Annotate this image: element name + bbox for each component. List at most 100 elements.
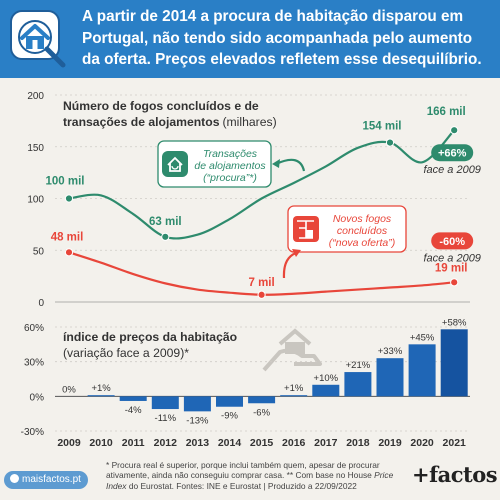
point-label: 100 mil xyxy=(46,176,85,188)
y-tick-label: 60% xyxy=(24,323,44,334)
point-label: 48 mil xyxy=(51,231,84,243)
change-badge-label: +66% xyxy=(438,148,467,160)
x-tick-label: 2010 xyxy=(89,437,113,449)
demand-legend-box: Transações de alojamentos (“procura”*) xyxy=(157,140,306,188)
x-tick-label: 2018 xyxy=(346,437,370,449)
legend-line: Novos fogos xyxy=(333,213,392,225)
change-badge xyxy=(431,232,474,250)
y-tick-label: -30% xyxy=(21,427,44,438)
x-tick-label: 2016 xyxy=(282,437,306,449)
x-tick-label: 2009 xyxy=(57,437,81,449)
point-label: 19 mil xyxy=(435,262,468,274)
legend-line: de alojamentos xyxy=(194,160,266,172)
bar-chart-subtitle: (variação face a 2009)* xyxy=(63,346,189,360)
y-tick-label: 0 xyxy=(38,298,44,309)
header-banner: A partir de 2014 a procura de habitação … xyxy=(0,0,500,78)
bar-2011 xyxy=(119,396,147,401)
footnote-part-2: Price Index xyxy=(106,470,394,491)
bar-value-label: +58% xyxy=(442,317,467,328)
bar-value-label: -11% xyxy=(155,413,177,424)
arrow-icon xyxy=(275,158,306,172)
bar-2021 xyxy=(440,329,468,397)
point-label: 7 mil xyxy=(248,277,274,289)
x-tick-label: 2014 xyxy=(218,437,242,449)
bar-chart-title: índice de preços da habitação xyxy=(63,330,237,344)
y-tick-label: 50 xyxy=(33,246,45,257)
bar-2020 xyxy=(408,344,436,397)
data-point xyxy=(257,290,266,299)
bar-value-label: +45% xyxy=(410,332,435,343)
bar-value-label: -6% xyxy=(253,407,270,418)
y-tick-label: 150 xyxy=(27,143,44,154)
line-chart-title-group: Número de fogos concluídos e de transaçõ… xyxy=(63,99,277,129)
bar-2012 xyxy=(151,396,179,410)
line-chart-y-ticks: 0 50 100 150 200 xyxy=(27,91,44,309)
bar-value-label: +21% xyxy=(346,360,371,371)
data-point xyxy=(385,138,395,147)
data-point xyxy=(64,194,74,203)
bar-value-label: -13% xyxy=(186,415,209,426)
change-badges: +66% face a 2009 -60% face a 2009 xyxy=(423,144,481,264)
data-point xyxy=(64,248,74,257)
footnote: * Procura real é superior, porque inclui… xyxy=(106,460,406,491)
hand-house-icon xyxy=(262,328,322,372)
demand-legend-label: Transações de alojamentos (“procura”*) xyxy=(194,148,266,184)
line-chart-title-line2: transações de alojamentos (milhares) xyxy=(63,115,277,129)
line-series xyxy=(64,126,459,299)
footnote-part-3: do Eurostat. Fontes: INE e Eurostat | Pr… xyxy=(126,480,357,491)
y-tick-label: 30% xyxy=(24,358,44,369)
data-point xyxy=(450,278,459,287)
line-point-labels: 100 mil 63 mil 154 mil 166 mil 48 mil 7 mil 19… xyxy=(46,106,468,289)
bar-value-label: +1% xyxy=(91,383,111,394)
chart-area: 0 50 100 150 200 Número de fogos concluídos … xyxy=(21,91,481,449)
arrow-icon xyxy=(282,251,297,279)
y-tick-label: 200 xyxy=(27,91,44,102)
x-tick-label: 2012 xyxy=(154,437,178,449)
site-link[interactable]: maisfactos.pt xyxy=(4,471,88,489)
bar-value-labels: 0% +1% -4% -11% -13% -9% -6% +1% +10% +21% +33% +45… xyxy=(62,317,467,426)
point-label: 154 mil xyxy=(363,121,402,133)
footnote-part-1: * Procura real é superior, porque inclui… xyxy=(106,460,380,481)
x-tick-label: 2019 xyxy=(378,437,402,449)
bar-value-label: +33% xyxy=(378,346,403,357)
change-note: face a 2009 xyxy=(423,164,481,176)
bar-value-label: -9% xyxy=(221,411,238,422)
legend-line: Transações xyxy=(203,148,258,160)
bar-2010 xyxy=(87,395,115,397)
bar-2019 xyxy=(376,358,404,397)
x-tick-label: 2017 xyxy=(314,437,338,449)
change-note: face a 2009 xyxy=(423,252,481,264)
bar-2014 xyxy=(216,396,243,407)
page-title: A partir de 2014 a procura de habitação … xyxy=(82,8,482,68)
bar-value-label: +1% xyxy=(284,383,304,394)
legend-line: (“nova oferta”) xyxy=(329,237,396,249)
x-tick-label: 2020 xyxy=(410,437,434,449)
bar-value-label: -4% xyxy=(125,405,142,416)
point-label: 63 mil xyxy=(149,216,182,228)
y-tick-label: 100 xyxy=(27,195,44,206)
bar-2013 xyxy=(183,396,211,412)
supply-legend-label: Novos fogos concluídos (“nova oferta”) xyxy=(329,213,396,249)
bar-value-label: 0% xyxy=(62,384,76,395)
bar-2017 xyxy=(312,384,340,397)
point-label: 166 mil xyxy=(427,106,466,118)
site-link-label: maisfactos.pt xyxy=(22,474,81,485)
bar-2018 xyxy=(344,372,372,397)
line-chart-title-part: Número de fogos concluídos e de xyxy=(63,99,259,113)
x-axis-year-labels: 2009 2010 2011 2012 2013 2014 2015 2016 2017 2018… xyxy=(57,437,466,449)
x-tick-label: 2021 xyxy=(443,437,467,449)
brand-logo: +factos xyxy=(412,462,498,487)
data-point xyxy=(161,232,170,241)
x-tick-label: 2011 xyxy=(122,437,145,449)
bar-series xyxy=(87,329,468,412)
legend-line: (“procura”*) xyxy=(203,172,257,184)
change-badge xyxy=(431,144,474,162)
line-chart-title: Número de fogos concluídos e de xyxy=(63,99,259,113)
bar-value-label: +10% xyxy=(314,373,339,384)
bar-2015 xyxy=(248,396,276,404)
x-tick-label: 2015 xyxy=(250,437,274,449)
bar-2016 xyxy=(280,395,308,397)
house-search-icon xyxy=(10,10,66,68)
y-tick-label: 0% xyxy=(30,392,45,403)
